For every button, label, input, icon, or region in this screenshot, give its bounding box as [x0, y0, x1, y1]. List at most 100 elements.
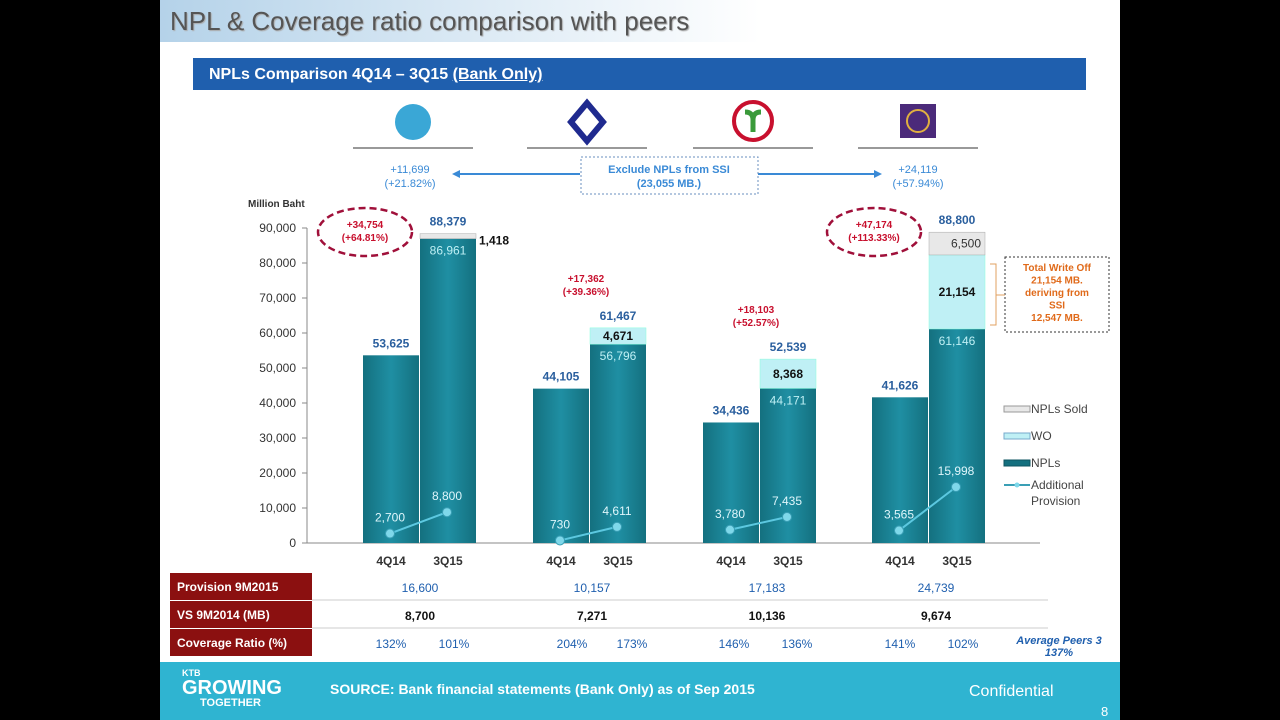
legend-swatch	[1003, 405, 1031, 413]
leaf-icon	[744, 109, 762, 132]
y-tick-label: 20,000	[259, 466, 296, 480]
y-tick-label: 10,000	[259, 501, 296, 515]
krungthai-logo-icon	[395, 104, 431, 140]
ktb-logo: KTB GROWING TOGETHER	[182, 669, 282, 709]
table-cell: 173%	[616, 637, 648, 651]
provision-label: 15,998	[938, 464, 975, 478]
logo-sub: TOGETHER	[200, 697, 261, 709]
sold-label: 6,500	[951, 237, 981, 251]
arrow-left-head	[452, 170, 460, 178]
npl-label-4q14: 41,626	[882, 378, 919, 392]
wo-label: 8,368	[773, 367, 803, 381]
y-tick-label: 30,000	[259, 431, 296, 445]
writeoff-line: 12,547 MB.	[1031, 313, 1083, 324]
bar-npl-3q15	[929, 328, 985, 543]
provision-point	[725, 524, 735, 535]
page-number: 8	[1101, 704, 1109, 719]
page-title: NPL & Coverage ratio comparison with pee…	[170, 6, 690, 36]
x-tick-label: 3Q15	[942, 554, 972, 568]
provision-label: 4,611	[602, 504, 631, 518]
title-bar	[160, 0, 760, 42]
change-pct: (+113.33%)	[848, 233, 899, 244]
provision-point	[612, 521, 622, 532]
change-pct: (+39.36%)	[563, 287, 609, 298]
table-cell: 9,674	[920, 609, 952, 623]
x-tick-label: 4Q14	[376, 554, 406, 568]
table-cell: 24,739	[917, 581, 955, 595]
average-peers: Average Peers 3 137%	[1004, 635, 1114, 659]
x-tick-label: 4Q14	[716, 554, 746, 568]
legend-point-swatch	[1014, 482, 1020, 488]
legend-swatch	[1003, 459, 1031, 467]
provision-point	[782, 511, 792, 522]
x-tick-label: 3Q15	[433, 554, 463, 568]
provision-label: 3,780	[715, 507, 745, 521]
source-text: SOURCE: Bank financial statements (Bank …	[330, 681, 755, 697]
wo-label: 21,154	[939, 285, 976, 299]
provision-line	[898, 486, 957, 532]
provision-line	[729, 516, 788, 531]
change-circle	[316, 206, 414, 258]
arrow-right-head	[874, 170, 882, 178]
npl-label-4q14: 44,105	[543, 370, 580, 384]
provision-point	[385, 528, 395, 539]
confidential-label: Confidential	[969, 683, 1054, 700]
bar-sold-3q15	[928, 231, 986, 256]
bar-npl-3q15	[420, 238, 476, 543]
band-text: NPLs Comparison 4Q14 – 3Q15	[209, 66, 453, 83]
x-tick-label: 3Q15	[773, 554, 803, 568]
writeoff-line: 21,154 MB.	[1031, 276, 1083, 287]
bar-npl-4q14	[872, 397, 928, 543]
exclude-box	[580, 156, 759, 195]
table-cell: 16,600	[401, 581, 439, 595]
writeoff-line: Total Write Off	[1023, 263, 1092, 274]
provision-label: 730	[550, 517, 570, 531]
provision-label: 3,565	[884, 508, 914, 522]
npl-label-3q15: 56,796	[600, 349, 637, 363]
y-axis-label: Million Baht	[248, 199, 305, 210]
y-tick-label: 60,000	[259, 326, 296, 340]
kasikorn-logo-icon	[732, 100, 774, 142]
npl-label-3q15: 86,961	[430, 244, 467, 258]
arrow_left-pct: (+21.82%)	[384, 178, 435, 190]
table-cell: 10,157	[573, 581, 611, 595]
y-tick-label: 50,000	[259, 361, 296, 375]
row-label-coverage: Coverage Ratio (%)	[170, 629, 312, 656]
provision-point	[894, 525, 904, 536]
y-tick-label: 80,000	[259, 256, 296, 270]
x-tick-label: 3Q15	[603, 554, 633, 568]
arrow_right-value: +24,119	[898, 164, 937, 176]
x-tick-label: 4Q14	[885, 554, 915, 568]
exclude-line1: Exclude NPLs from SSI	[608, 164, 730, 176]
legend-label: Additional Provision	[1031, 478, 1084, 508]
bar-npl-3q15	[590, 344, 646, 543]
average-label: Average Peers 3	[1016, 635, 1102, 647]
table-cell: 101%	[438, 637, 470, 651]
bar-wo-3q15	[928, 254, 986, 330]
total-label-3q15: 52,539	[770, 340, 807, 354]
wo-label: 4,671	[603, 329, 633, 343]
provision-line	[559, 525, 618, 542]
y-tick-label: 70,000	[259, 291, 296, 305]
sold-label: 1,418	[479, 234, 509, 248]
arrow_right-pct: (+57.94%)	[892, 178, 943, 190]
bualuang-logo-icon	[567, 98, 607, 146]
arrow_left-value: +11,699	[390, 164, 429, 176]
total-label-3q15: 61,467	[600, 309, 637, 323]
npl-label-3q15: 61,146	[939, 334, 976, 348]
npl-label-3q15: 44,171	[770, 393, 807, 407]
legend-label: NPLs	[1031, 456, 1060, 470]
y-tick-label: 40,000	[259, 396, 296, 410]
change-circle	[825, 206, 923, 258]
row-label-vs: VS 9M2014 (MB)	[170, 601, 312, 628]
exclude-line2: (23,055 MB.)	[637, 178, 702, 190]
scb-emblem-icon	[906, 109, 930, 133]
npl-label-4q14: 53,625	[373, 336, 410, 350]
provision-point	[555, 535, 565, 546]
table-cell: 146%	[718, 637, 750, 651]
table-cell: 7,271	[576, 609, 608, 623]
row-label-provision: Provision 9M2015	[170, 573, 312, 600]
npl-label-4q14: 34,436	[713, 403, 750, 417]
table-cell: 136%	[781, 637, 813, 651]
table-cell: 10,136	[748, 609, 786, 623]
